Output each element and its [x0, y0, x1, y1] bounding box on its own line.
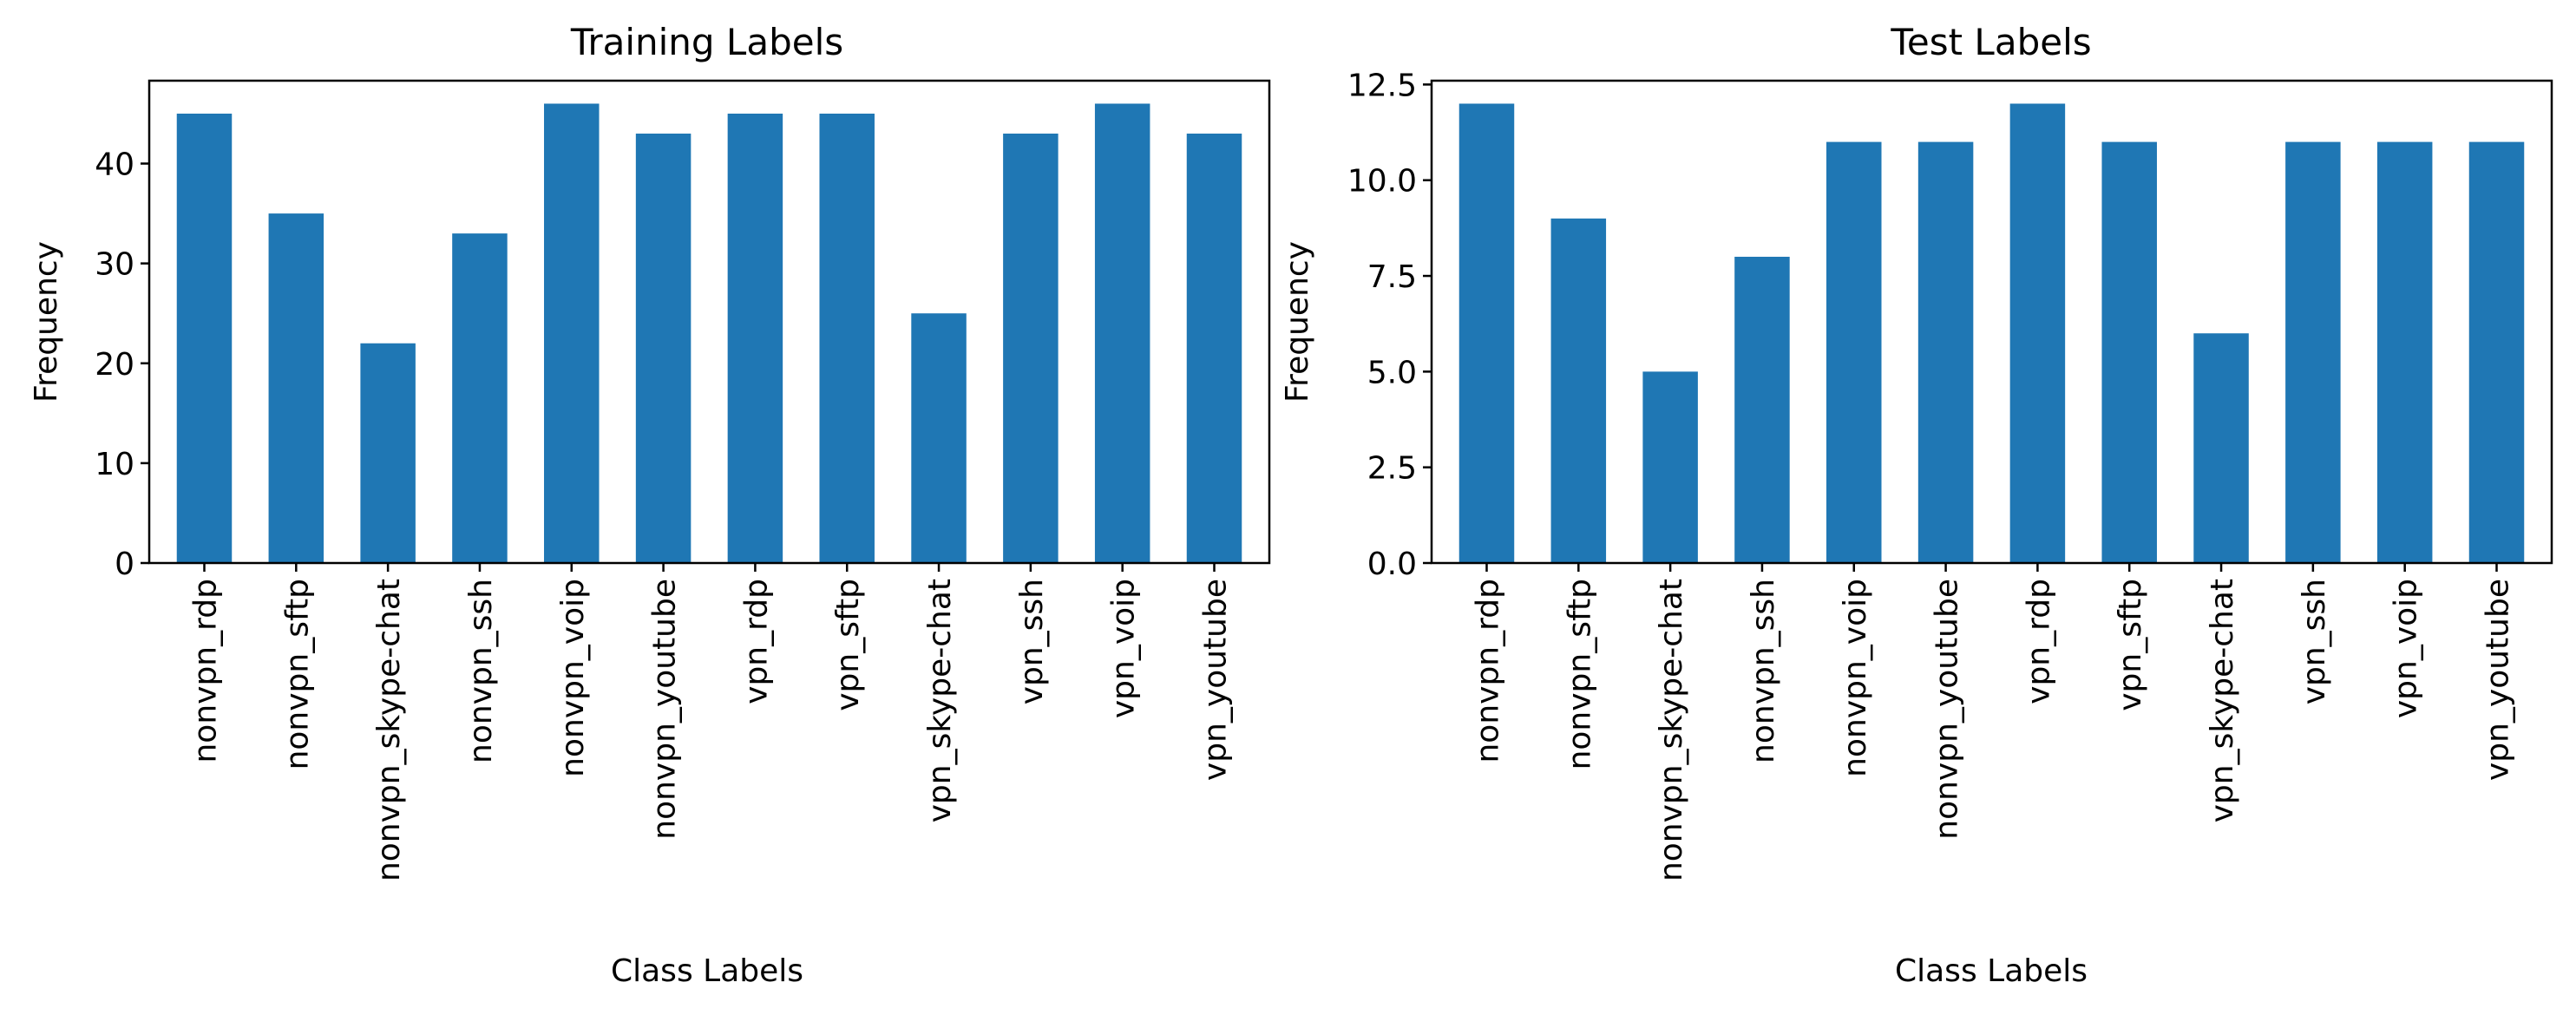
bar-vpn_voip	[1094, 103, 1150, 564]
bar-nonvpn_skype-chat	[360, 343, 416, 563]
x-tick-label: nonvpn_sftp	[1562, 579, 1597, 769]
bar-vpn_rdp	[727, 113, 783, 564]
y-tick-label: 40	[95, 147, 134, 183]
bar-group	[1458, 103, 2525, 564]
x-tick-label: nonvpn_ssh	[463, 579, 499, 763]
x-tick-label: nonvpn_rdp	[1470, 579, 1505, 763]
y-tick-label: 5.0	[1367, 355, 1417, 390]
x-tick-label: nonvpn_sftp	[279, 579, 315, 769]
y-axis-label: Frequency	[29, 241, 64, 403]
bar-nonvpn_rdp	[176, 113, 233, 564]
x-tick-label: nonvpn_rdp	[187, 579, 223, 763]
bar-vpn_rdp	[2009, 103, 2066, 564]
plot-frame	[147, 79, 1271, 565]
x-tick-label: nonvpn_skype-chat	[1654, 579, 1689, 881]
bar-vpn_youtube	[2468, 141, 2525, 563]
x-tick-label: vpn_ssh	[2297, 579, 2332, 704]
plot-frame	[1430, 79, 2553, 565]
y-tick-label: 10	[95, 447, 134, 482]
bar-nonvpn_sftp	[268, 213, 324, 563]
bar-vpn_ssh	[1003, 134, 1059, 563]
bar-vpn_ssh	[2285, 141, 2341, 563]
x-tick-label: vpn_ssh	[1014, 579, 1050, 704]
y-tick-label: 10.0	[1347, 164, 1417, 200]
bar-vpn_skype-chat	[2193, 333, 2249, 563]
bar-nonvpn_rdp	[1458, 103, 1515, 564]
y-tick-label: 20	[95, 347, 134, 383]
y-axis-label: Frequency	[1280, 241, 1315, 403]
bar-vpn_youtube	[1186, 134, 1242, 563]
x-tick-label: nonvpn_skype-chat	[371, 579, 407, 881]
y-tick-label: 0	[115, 547, 134, 582]
x-tick-label: nonvpn_ssh	[1746, 579, 1781, 763]
x-tick-label: nonvpn_youtube	[647, 579, 683, 840]
x-tick-label: nonvpn_youtube	[1930, 579, 1965, 840]
bar-vpn_voip	[2376, 141, 2433, 563]
x-tick-label: vpn_youtube	[2481, 579, 2516, 781]
bar-vpn_sftp	[2101, 141, 2157, 563]
x-tick-label: vpn_skype-chat	[2205, 579, 2240, 822]
y-tick-label: 7.5	[1367, 259, 1417, 295]
x-tick-label: vpn_voip	[2389, 579, 2424, 718]
bar-nonvpn_voip	[1826, 141, 1882, 563]
bar-vpn_skype-chat	[911, 313, 967, 563]
chart-title: Training Labels	[570, 21, 843, 63]
x-tick-label: vpn_skype-chat	[922, 579, 958, 822]
x-tick-label: vpn_sftp	[830, 579, 866, 711]
bar-nonvpn_voip	[544, 103, 600, 564]
bar-nonvpn_youtube	[635, 134, 692, 563]
x-axis: nonvpn_rdp nonvpn_sftp nonvpn_skype-chat no…	[1470, 563, 2516, 881]
y-tick-label: 12.5	[1347, 68, 1417, 103]
y-axis: 0.0 2.5 5.0 7.5 10.0 12.5	[1347, 68, 1432, 582]
x-tick-label: vpn_rdp	[738, 579, 774, 704]
x-axis-label: Class Labels	[611, 953, 803, 989]
y-axis: 0 10 20 30 40	[95, 147, 149, 582]
x-tick-label: vpn_voip	[1106, 579, 1142, 718]
x-tick-label: nonvpn_voip	[555, 579, 591, 777]
bar-group	[176, 103, 1242, 564]
bar-nonvpn_ssh	[452, 233, 508, 563]
chart-title: Test Labels	[1890, 21, 2091, 63]
bar-nonvpn_ssh	[1734, 256, 1790, 563]
y-tick-label: 0.0	[1367, 547, 1417, 582]
chart-panel-test: Test Labels 0.0 2.5 5.0 7.5 10.0 12.5 nonvpn_…	[1280, 21, 2553, 989]
bar-nonvpn_youtube	[1917, 141, 1974, 563]
x-tick-label: vpn_sftp	[2113, 579, 2148, 711]
y-tick-label: 2.5	[1367, 451, 1417, 487]
bar-nonvpn_skype-chat	[1642, 371, 1698, 563]
bar-nonvpn_sftp	[1550, 218, 1607, 564]
bar-vpn_sftp	[819, 113, 875, 564]
x-axis-label: Class Labels	[1895, 953, 2088, 989]
y-tick-label: 30	[95, 247, 134, 283]
x-axis: nonvpn_rdp nonvpn_sftp nonvpn_skype-chat no…	[187, 563, 1234, 881]
x-tick-label: vpn_rdp	[2021, 579, 2056, 704]
x-tick-label: vpn_youtube	[1198, 579, 1234, 781]
x-tick-label: nonvpn_voip	[1838, 579, 1873, 777]
